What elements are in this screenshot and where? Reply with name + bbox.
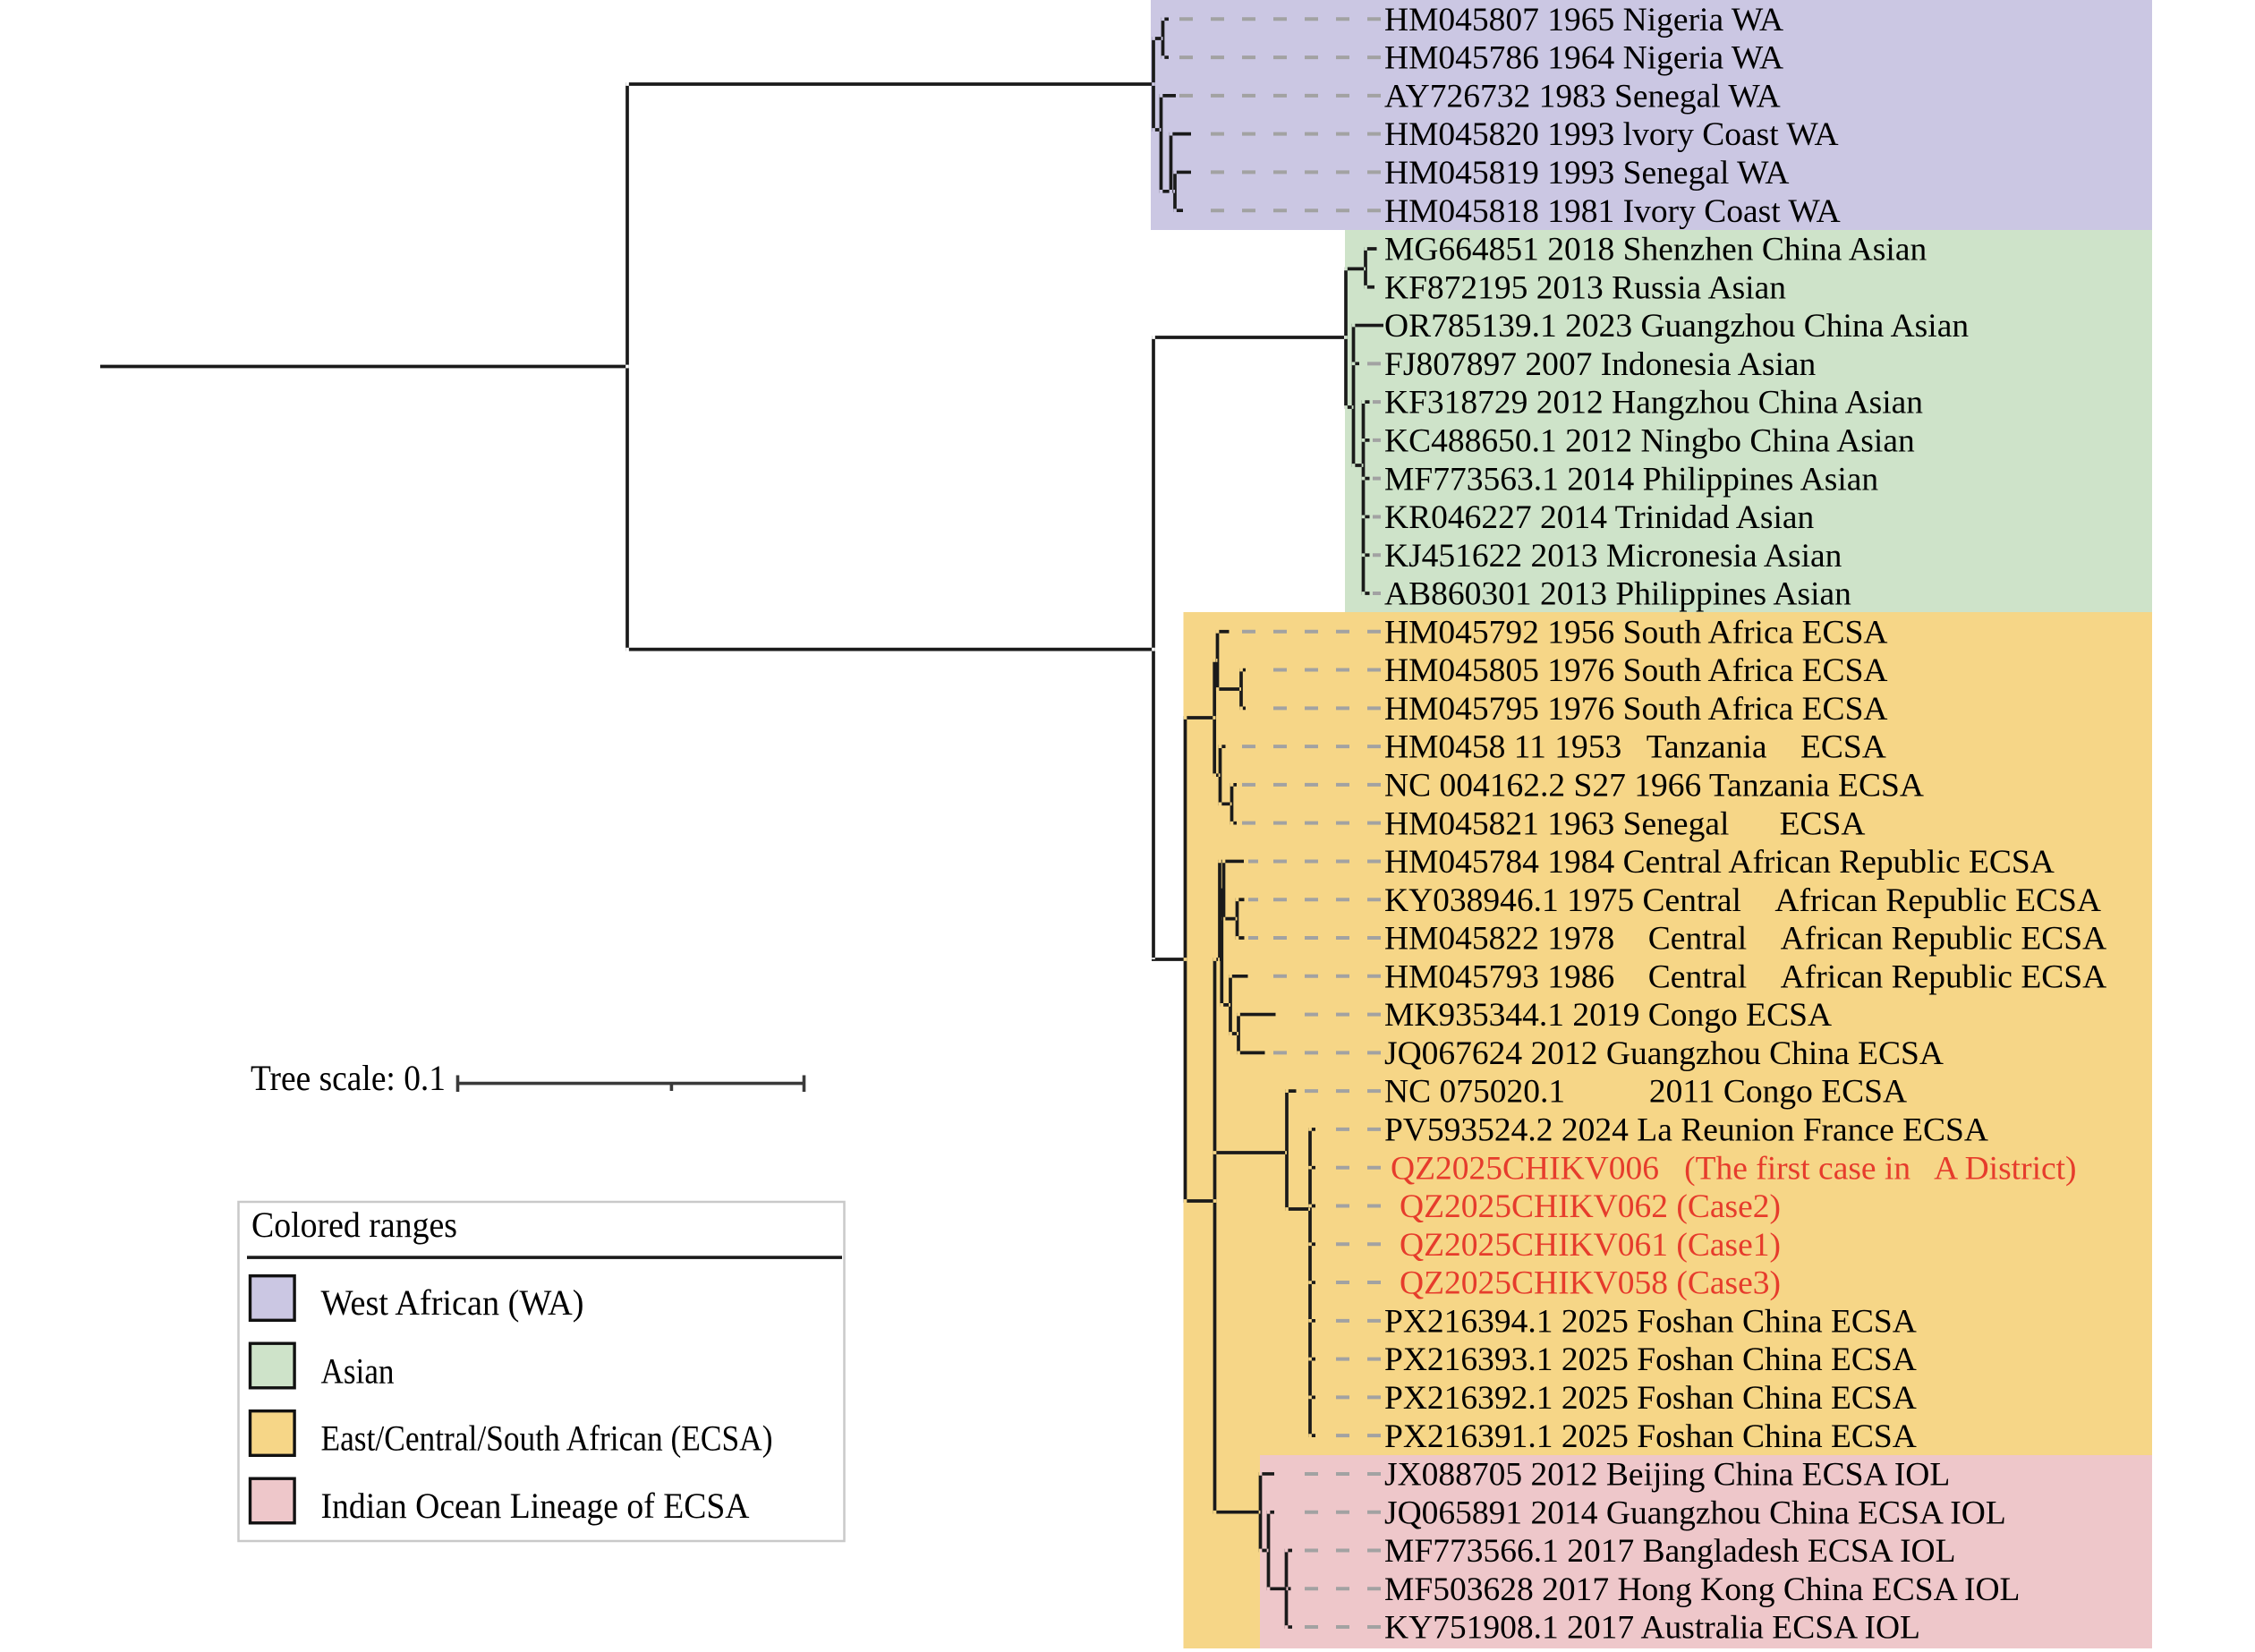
svg-text:QZ2025CHIKV006 (The first cas: QZ2025CHIKV006 (The first case in A Dist… bbox=[1391, 1150, 2077, 1187]
svg-text:AB860301 2013 Philippines Asia: AB860301 2013 Philippines Asian bbox=[1384, 576, 1851, 613]
svg-text:HM045786 1964 Nigeria WA: HM045786 1964 Nigeria WA bbox=[1384, 40, 1783, 77]
svg-text:PX216394.1 2025 Foshan China E: PX216394.1 2025 Foshan China ECSA bbox=[1384, 1303, 1917, 1340]
svg-text:PV593524.2 2024 La Reunion Fra: PV593524.2 2024 La Reunion France ECSA bbox=[1384, 1112, 1988, 1149]
svg-text:MF773566.1 2017 Bangladesh ECS: MF773566.1 2017 Bangladesh ECSA IOL bbox=[1384, 1533, 1956, 1570]
svg-text:HM045792 1956 South Africa ECS: HM045792 1956 South Africa ECSA bbox=[1384, 614, 1888, 651]
svg-text:HM045784 1984 Central African: HM045784 1984 Central African Republic E… bbox=[1384, 844, 2055, 881]
svg-text:FJ807897 2007 Indonesia Asian: FJ807897 2007 Indonesia Asian bbox=[1384, 346, 1817, 383]
svg-text:HM045807 1965 Nigeria WA: HM045807 1965 Nigeria WA bbox=[1384, 2, 1783, 38]
svg-text:OR785139.1 2023 Guangzhou Chin: OR785139.1 2023 Guangzhou China Asian bbox=[1384, 308, 1969, 345]
svg-text:Asian: Asian bbox=[321, 1351, 395, 1392]
svg-text:QZ2025CHIKV061 (Case1): QZ2025CHIKV061 (Case1) bbox=[1400, 1227, 1781, 1264]
svg-text:HM045805 1976 South Africa ECS: HM045805 1976 South Africa ECSA bbox=[1384, 652, 1888, 689]
svg-text:PX216392.1 2025 Foshan China E: PX216392.1 2025 Foshan China ECSA bbox=[1384, 1380, 1917, 1417]
svg-text:PX216391.1 2025 Foshan China E: PX216391.1 2025 Foshan China ECSA bbox=[1384, 1418, 1917, 1455]
svg-text:KY038946.1 1975 Central Afric: KY038946.1 1975 Central African Republic… bbox=[1384, 882, 2101, 919]
svg-text:KF872195 2013 Russia Asian: KF872195 2013 Russia Asian bbox=[1384, 269, 1786, 306]
svg-text:HM045793 1986 Central Afric: HM045793 1986 Central African Republic E… bbox=[1384, 958, 2106, 995]
svg-text:NC 004162.2 S27 1966 Tanzania: NC 004162.2 S27 1966 Tanzania ECSA bbox=[1384, 768, 1924, 805]
svg-text:HM045795 1976 South Africa ECS: HM045795 1976 South Africa ECSA bbox=[1384, 691, 1888, 728]
svg-text:HM045818 1981 Ivory Coast WA: HM045818 1981 Ivory Coast WA bbox=[1384, 193, 1841, 230]
svg-text:West African (WA): West African (WA) bbox=[321, 1282, 584, 1323]
svg-text:East/Central/South African (EC: East/Central/South African (ECSA) bbox=[321, 1418, 773, 1459]
svg-text:Colored ranges: Colored ranges bbox=[251, 1205, 457, 1245]
svg-text:KF318729 2012 Hangzhou China A: KF318729 2012 Hangzhou China Asian bbox=[1384, 385, 1923, 422]
svg-text:KY751908.1 2017 Australia ECSA: KY751908.1 2017 Australia ECSA IOL bbox=[1384, 1610, 1920, 1647]
svg-text:JQ065891 2014 Guangzhou China: JQ065891 2014 Guangzhou China ECSA IOL bbox=[1384, 1494, 2006, 1531]
svg-text:KJ451622 2013 Micronesia Asian: KJ451622 2013 Micronesia Asian bbox=[1384, 538, 1842, 575]
svg-text:PX216393.1 2025 Foshan China E: PX216393.1 2025 Foshan China ECSA bbox=[1384, 1341, 1917, 1378]
svg-text:HM045819 1993 Senegal WA: HM045819 1993 Senegal WA bbox=[1384, 155, 1789, 192]
svg-text:Indian Ocean Lineage of ECSA: Indian Ocean Lineage of ECSA bbox=[321, 1486, 750, 1526]
svg-text:NC 075020.1 2011 Congo ECSA: NC 075020.1 2011 Congo ECSA bbox=[1384, 1074, 1907, 1111]
svg-text:KR046227 2014 Trinidad Asian: KR046227 2014 Trinidad Asian bbox=[1384, 499, 1815, 536]
svg-text:MK935344.1 2019 Congo ECSA: MK935344.1 2019 Congo ECSA bbox=[1384, 997, 1832, 1034]
svg-text:MF773563.1 2014 Philippines As: MF773563.1 2014 Philippines Asian bbox=[1384, 461, 1878, 498]
svg-text:HM045822 1978 Central Afric: HM045822 1978 Central African Republic E… bbox=[1384, 921, 2106, 958]
svg-text:MG664851 2018 Shenzhen China A: MG664851 2018 Shenzhen China Asian bbox=[1384, 232, 1927, 268]
svg-text:MF503628 2017 Hong Kong China: MF503628 2017 Hong Kong China ECSA IOL bbox=[1384, 1571, 2020, 1608]
svg-text:JX088705 2012 Beijing China EC: JX088705 2012 Beijing China ECSA IOL bbox=[1384, 1457, 1950, 1494]
svg-text:KC488650.1 2012 Ningbo China A: KC488650.1 2012 Ningbo China Asian bbox=[1384, 423, 1915, 460]
svg-text:AY726732 1983 Senegal WA: AY726732 1983 Senegal WA bbox=[1384, 79, 1781, 115]
svg-text:QZ2025CHIKV062 (Case2): QZ2025CHIKV062 (Case2) bbox=[1400, 1188, 1781, 1225]
svg-text:HM045820 1993 lvory Coast WA: HM045820 1993 lvory Coast WA bbox=[1384, 116, 1839, 153]
svg-text:QZ2025CHIKV058 (Case3): QZ2025CHIKV058 (Case3) bbox=[1400, 1265, 1781, 1302]
svg-text:Tree scale: 0.1: Tree scale: 0.1 bbox=[251, 1058, 446, 1098]
svg-text:JQ067624 2012 Guangzhou China: JQ067624 2012 Guangzhou China ECSA bbox=[1384, 1035, 1944, 1072]
svg-text:HM0458 11 1953 Tanzania ECS: HM0458 11 1953 Tanzania ECSA bbox=[1384, 729, 1886, 766]
svg-text:HM045821 1963 Senegal ECSA: HM045821 1963 Senegal ECSA bbox=[1384, 805, 1866, 842]
